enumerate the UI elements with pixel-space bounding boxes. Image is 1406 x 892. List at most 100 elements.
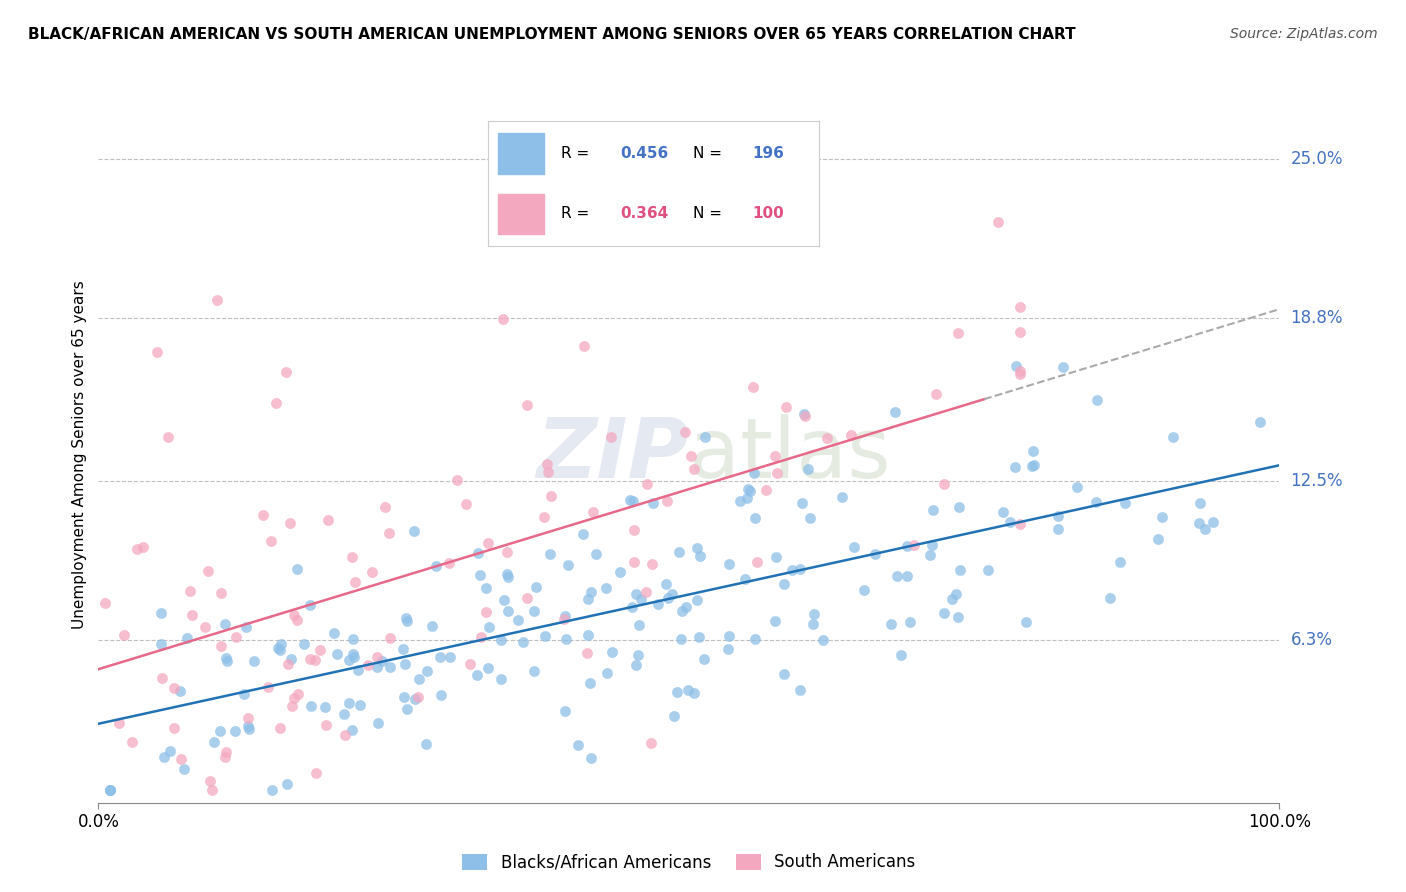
Point bbox=[477, 661, 499, 675]
Point bbox=[557, 558, 579, 572]
Point bbox=[496, 545, 519, 559]
Point bbox=[567, 738, 589, 752]
Point bbox=[378, 631, 401, 645]
Point bbox=[1008, 363, 1031, 377]
Point bbox=[478, 620, 501, 634]
Point bbox=[599, 430, 621, 444]
Point bbox=[374, 500, 396, 514]
Point bbox=[1008, 326, 1031, 340]
Point bbox=[991, 505, 1014, 519]
Point bbox=[392, 642, 415, 657]
Point bbox=[342, 632, 364, 647]
Text: Source: ZipAtlas.com: Source: ZipAtlas.com bbox=[1230, 27, 1378, 41]
Text: BLACK/AFRICAN AMERICAN VS SOUTH AMERICAN UNEMPLOYMENT AMONG SENIORS OVER 65 YEAR: BLACK/AFRICAN AMERICAN VS SOUTH AMERICAN… bbox=[28, 27, 1076, 42]
Point bbox=[202, 734, 225, 748]
Point bbox=[693, 652, 716, 666]
Point bbox=[127, 541, 149, 556]
Point bbox=[775, 400, 797, 414]
Point bbox=[243, 654, 266, 668]
Point bbox=[572, 339, 595, 353]
Point bbox=[270, 637, 292, 651]
Point bbox=[647, 597, 669, 611]
Point bbox=[280, 652, 302, 666]
Point bbox=[555, 632, 578, 647]
Text: atlas: atlas bbox=[689, 415, 890, 495]
Point bbox=[170, 752, 193, 766]
Point bbox=[156, 429, 179, 443]
Point bbox=[492, 592, 515, 607]
Point bbox=[621, 493, 644, 508]
Point bbox=[512, 635, 534, 649]
Point bbox=[683, 462, 706, 476]
Point bbox=[932, 606, 955, 620]
Point bbox=[108, 716, 131, 731]
Point bbox=[416, 664, 439, 678]
Point bbox=[853, 582, 876, 597]
Point bbox=[1004, 459, 1026, 474]
Point bbox=[1008, 368, 1031, 382]
Point bbox=[1021, 458, 1043, 473]
Point bbox=[281, 698, 304, 713]
Point bbox=[765, 550, 787, 565]
Point bbox=[1161, 430, 1184, 444]
Point bbox=[790, 496, 813, 510]
Point bbox=[150, 637, 173, 651]
Point bbox=[695, 430, 717, 444]
Point bbox=[662, 709, 685, 723]
Point bbox=[209, 724, 232, 739]
Point bbox=[209, 640, 232, 654]
Point bbox=[276, 777, 298, 791]
Point bbox=[655, 577, 678, 591]
Point bbox=[349, 698, 371, 712]
Point bbox=[278, 516, 301, 530]
Point bbox=[475, 581, 498, 595]
Point bbox=[763, 614, 786, 628]
Legend: Blacks/African Americans, South Americans: Blacks/African Americans, South American… bbox=[456, 847, 922, 878]
Point bbox=[214, 749, 236, 764]
Point bbox=[467, 546, 489, 560]
Point bbox=[624, 587, 647, 601]
Point bbox=[465, 668, 488, 682]
Point bbox=[299, 652, 322, 666]
Point bbox=[152, 671, 174, 685]
Point bbox=[131, 540, 153, 554]
Point bbox=[169, 684, 191, 698]
Point bbox=[347, 663, 370, 677]
Point bbox=[630, 591, 652, 606]
Point bbox=[839, 428, 862, 442]
Point bbox=[214, 617, 236, 632]
Point bbox=[540, 489, 562, 503]
Text: 25.0%: 25.0% bbox=[1291, 150, 1343, 168]
Point bbox=[737, 482, 759, 496]
Text: 12.5%: 12.5% bbox=[1291, 472, 1343, 490]
Point bbox=[523, 603, 546, 617]
Point bbox=[627, 648, 650, 662]
Point bbox=[1152, 510, 1174, 524]
Point bbox=[688, 630, 710, 644]
Point bbox=[304, 765, 326, 780]
Point bbox=[283, 691, 305, 706]
Point bbox=[299, 699, 322, 714]
Point bbox=[458, 657, 481, 671]
Point bbox=[370, 654, 392, 668]
Point bbox=[98, 783, 121, 797]
Point bbox=[516, 591, 538, 605]
Point bbox=[626, 658, 648, 673]
Point bbox=[595, 665, 617, 680]
Point bbox=[194, 620, 217, 634]
Point bbox=[322, 626, 344, 640]
Point bbox=[717, 641, 740, 656]
Point bbox=[945, 587, 967, 601]
Point bbox=[269, 721, 291, 735]
Point bbox=[98, 783, 121, 797]
Point bbox=[429, 649, 451, 664]
Point bbox=[815, 431, 838, 445]
Point bbox=[553, 612, 575, 626]
Point bbox=[1194, 523, 1216, 537]
Point bbox=[333, 728, 356, 742]
Point bbox=[524, 580, 547, 594]
Point bbox=[619, 492, 641, 507]
Point bbox=[883, 405, 905, 419]
Point bbox=[285, 613, 308, 627]
Point bbox=[671, 632, 693, 646]
